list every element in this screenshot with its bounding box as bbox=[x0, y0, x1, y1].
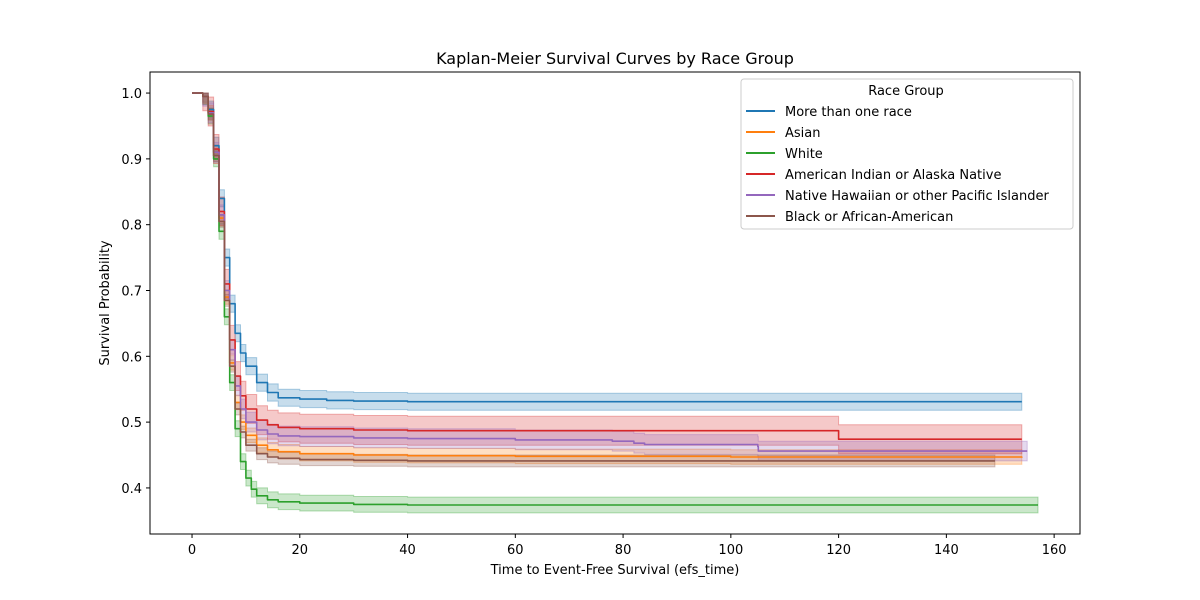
y-tick-label: 0.4 bbox=[121, 482, 142, 497]
y-tick-label: 0.5 bbox=[121, 416, 142, 431]
x-tick-label: 100 bbox=[718, 543, 743, 558]
x-tick-label: 20 bbox=[292, 543, 309, 558]
x-tick-label: 160 bbox=[1042, 543, 1067, 558]
y-axis-title: Survival Probability bbox=[98, 240, 113, 366]
x-tick-label: 0 bbox=[188, 543, 196, 558]
legend-box bbox=[740, 78, 1074, 230]
legend-label: Native Hawaiian or other Pacific Islande… bbox=[785, 189, 1049, 204]
legend-label: Asian bbox=[785, 126, 820, 141]
x-tick-label: 80 bbox=[615, 543, 632, 558]
legend-label: Black or African-American bbox=[785, 210, 953, 225]
x-tick-label: 140 bbox=[934, 543, 959, 558]
legend-label: More than one race bbox=[785, 105, 912, 120]
curve-black-or-african-american bbox=[192, 92, 995, 462]
legend-label: American Indian or Alaska Native bbox=[785, 168, 1001, 183]
y-tick-label: 0.7 bbox=[121, 284, 142, 299]
x-tick-label: 60 bbox=[507, 543, 524, 558]
y-tick-label: 0.6 bbox=[121, 350, 142, 365]
legend: Race Group More than one race Asian White A… bbox=[740, 78, 1074, 230]
x-axis-ticks: 0 20 40 60 80 100 120 140 160 bbox=[188, 534, 1067, 558]
legend-label: White bbox=[785, 147, 823, 162]
chart-title: Kaplan-Meier Survival Curves by Race Gro… bbox=[436, 49, 794, 68]
legend-items: More than one race Asian White American Ind… bbox=[746, 105, 1049, 225]
x-tick-label: 40 bbox=[399, 543, 416, 558]
survival-curves bbox=[192, 92, 1038, 506]
y-tick-label: 1.0 bbox=[121, 87, 142, 102]
plot-frame bbox=[149, 71, 1081, 535]
x-tick-label: 120 bbox=[826, 543, 851, 558]
y-axis-ticks: 0.4 0.5 0.6 0.7 0.8 0.9 1.0 bbox=[121, 87, 150, 497]
x-axis-title: Time to Event-Free Survival (efs_time) bbox=[490, 563, 740, 578]
legend-title: Race Group bbox=[868, 84, 944, 99]
y-tick-label: 0.8 bbox=[121, 219, 142, 234]
y-tick-label: 0.9 bbox=[121, 153, 142, 168]
